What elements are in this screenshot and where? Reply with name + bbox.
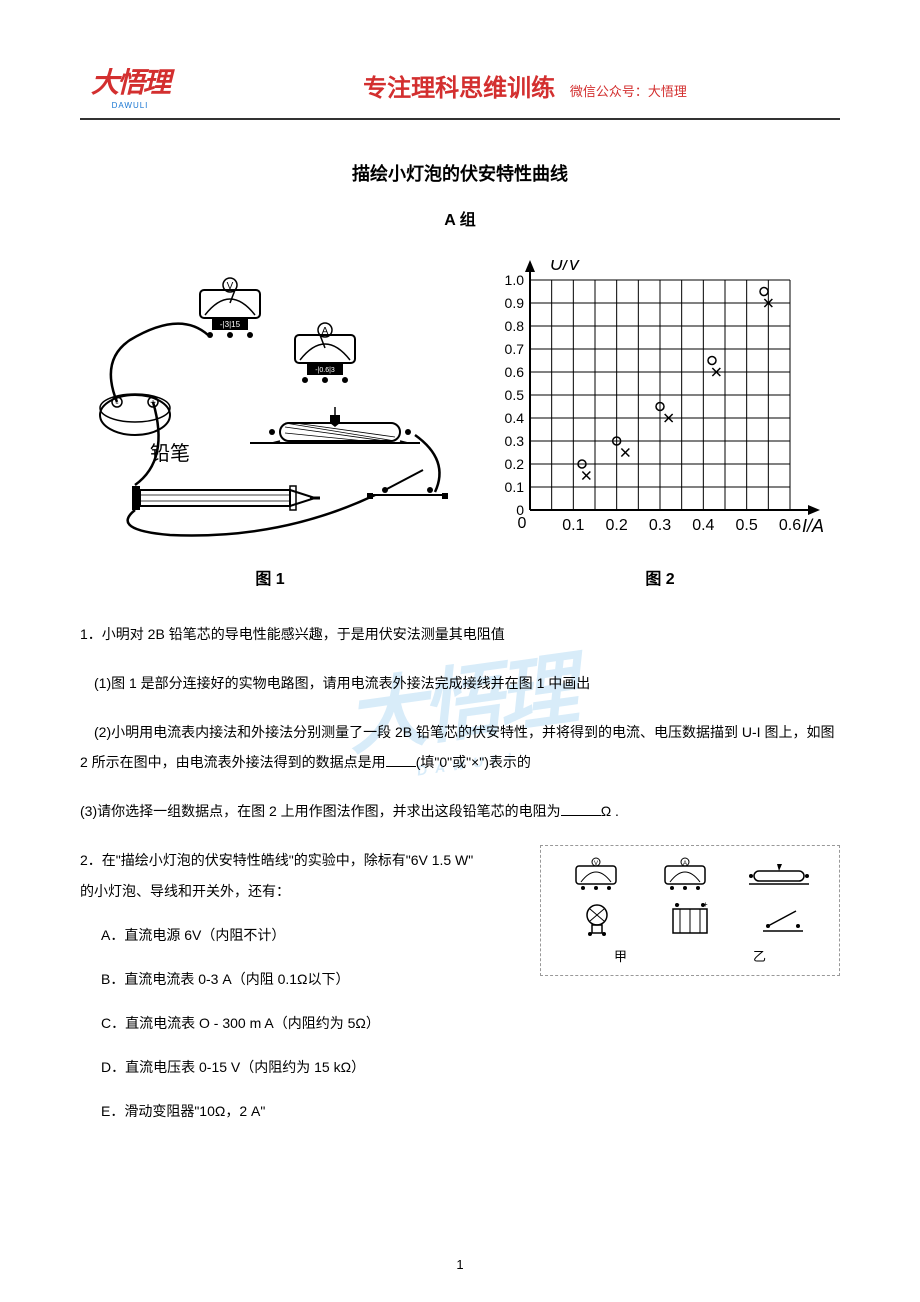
- svg-text:0.1: 0.1: [562, 517, 584, 534]
- svg-text:0.7: 0.7: [505, 341, 525, 357]
- option-e: E．滑动变阻器"10Ω，2 A": [80, 1101, 520, 1121]
- figure-captions-row: 图 1 图 2: [80, 560, 840, 589]
- svg-text:A: A: [322, 326, 329, 337]
- ammeter-icon: A: [660, 856, 710, 891]
- svg-text:0: 0: [518, 515, 527, 532]
- svg-text:0.3: 0.3: [649, 517, 671, 534]
- svg-text:1.0: 1.0: [505, 272, 525, 288]
- circuit-diagram-svg: V -|3|15 A -|0.6|3: [80, 260, 460, 550]
- q2-stem-b: 的小灯泡、导线和开关外，还有：: [80, 876, 520, 907]
- figure-1-caption: 图 1: [80, 565, 460, 589]
- header-subtitle: 微信公众号：大悟理: [570, 84, 687, 99]
- rheostat-icon: [749, 856, 809, 891]
- svg-text:0.6: 0.6: [779, 517, 801, 534]
- logo: 大悟理 DAWULI: [80, 60, 180, 110]
- option-c: C．直流电流表 O - 300 m A（内阻约为 5Ω）: [80, 1013, 520, 1033]
- figure-2-graph: 00.10.20.30.40.50.60.70.80.91.000.10.20.…: [480, 260, 840, 550]
- option-b: B．直流电流表 0-3 A（内阻 0.1Ω以下）: [80, 969, 520, 989]
- svg-text:0.5: 0.5: [736, 517, 758, 534]
- page-header: 大悟理 DAWULI 专注理科思维训练 微信公众号：大悟理: [80, 60, 840, 120]
- svg-text:0.4: 0.4: [692, 517, 714, 534]
- svg-text:0.8: 0.8: [505, 318, 525, 334]
- voltmeter-icon: V: [571, 856, 621, 891]
- header-title: 专注理科思维训练 微信公众号：大悟理: [210, 68, 840, 103]
- figure-row: V -|3|15 A -|0.6|3: [80, 260, 840, 550]
- svg-text:0.3: 0.3: [505, 433, 525, 449]
- document-title: 描绘小灯泡的伏安特性曲线: [80, 160, 840, 186]
- battery-icon: -+: [665, 901, 715, 936]
- svg-text:0.2: 0.2: [505, 456, 525, 472]
- svg-text:V: V: [594, 861, 598, 867]
- figure-2-caption: 图 2: [480, 565, 840, 589]
- group-label: A 组: [80, 206, 840, 230]
- ui-chart-svg: 00.10.20.30.40.50.60.70.80.91.000.10.20.…: [480, 260, 840, 550]
- q1-stem: 1．小明对 2B 铅笔芯的导电性能感兴趣，于是用伏安法测量其电阻值: [80, 619, 840, 650]
- svg-text:V: V: [227, 281, 234, 292]
- q2-fig-label-right: 乙: [753, 946, 766, 965]
- switch-icon: [758, 901, 808, 936]
- q2-equipment-figure: V A: [540, 845, 840, 976]
- option-d: D．直流电压表 0-15 V（内阻约为 15 kΩ）: [80, 1057, 520, 1077]
- svg-text:0.5: 0.5: [505, 387, 525, 403]
- q1-part2: (2)小明用电流表内接法和外接法分别测量了一段 2B 铅笔芯的伏安特性，并将得到…: [80, 717, 840, 779]
- svg-text:0.9: 0.9: [505, 295, 525, 311]
- q1-part1: (1)图 1 是部分连接好的实物电路图，请用电流表外接法完成接线并在图 1 中画…: [80, 668, 840, 699]
- svg-text:-|3|15: -|3|15: [220, 320, 241, 329]
- svg-text:0.6: 0.6: [505, 364, 525, 380]
- page-number: 1: [456, 1257, 463, 1272]
- bulb-icon: [572, 901, 622, 936]
- svg-text:I/A: I/A: [802, 516, 824, 536]
- q2-stem-a: 2．在"描绘小灯泡的伏安特性皓线"的实验中，除标有"6V 1.5 W": [80, 845, 520, 876]
- svg-text:U/V: U/V: [550, 260, 582, 274]
- logo-subtext: DAWULI: [91, 101, 169, 110]
- logo-text: 大悟理: [91, 67, 169, 98]
- svg-text:0.2: 0.2: [606, 517, 628, 534]
- svg-text:-|0.6|3: -|0.6|3: [315, 367, 335, 374]
- q2-options: A．直流电源 6V（内阻不计） B．直流电流表 0-3 A（内阻 0.1Ω以下）…: [80, 925, 520, 1121]
- figure-1-circuit: V -|3|15 A -|0.6|3: [80, 260, 460, 550]
- q2-row: 2．在"描绘小灯泡的伏安特性皓线"的实验中，除标有"6V 1.5 W" 的小灯泡…: [80, 845, 840, 1145]
- svg-text:0.1: 0.1: [505, 479, 525, 495]
- svg-text:A: A: [683, 861, 687, 867]
- svg-text:0.4: 0.4: [505, 410, 525, 426]
- option-a: A．直流电源 6V（内阻不计）: [80, 925, 520, 945]
- q1-part3: (3)请你选择一组数据点，在图 2 上用作图法作图，并求出这段铅笔芯的电阻为Ω …: [80, 796, 840, 827]
- q2-fig-label-left: 甲: [614, 946, 627, 965]
